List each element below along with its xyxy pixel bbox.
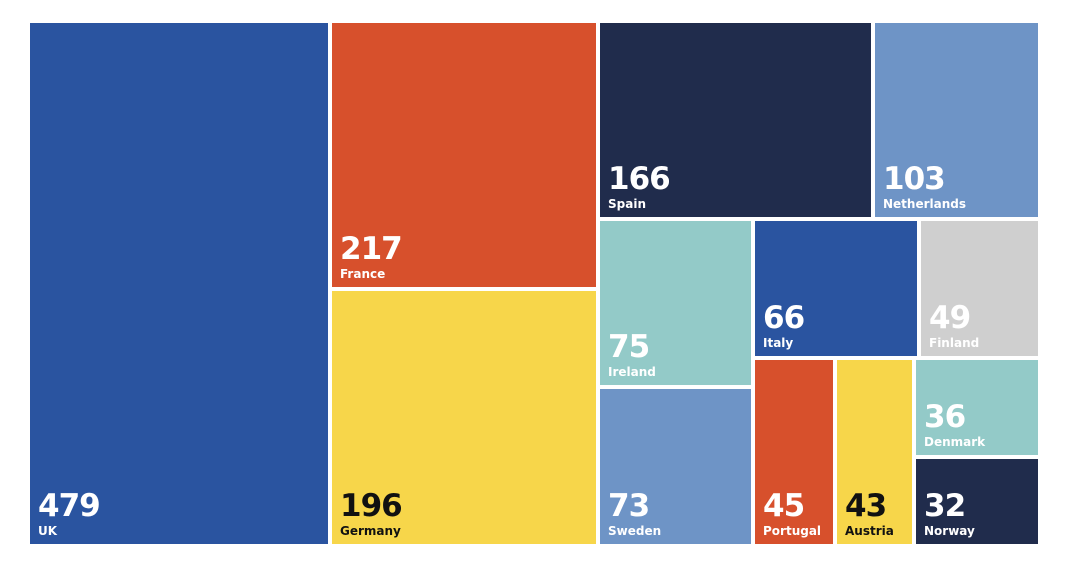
treemap-tile-france: 217 France	[332, 23, 596, 287]
tile-label-finland: Finland	[929, 336, 980, 350]
tile-label-norway: Norway	[924, 524, 975, 538]
tile-value-norway: 32	[924, 488, 966, 524]
tile-label-france: France	[340, 267, 386, 281]
tile-value-portugal: 45	[763, 488, 805, 524]
treemap-tile-finland: 49 Finland	[921, 221, 1038, 356]
treemap-tile-germany: 196 Germany	[332, 291, 596, 544]
tile-label-germany: Germany	[340, 524, 401, 538]
tile-value-austria: 43	[845, 488, 887, 524]
tile-label-netherlands: Netherlands	[883, 197, 967, 211]
tile-label-spain: Spain	[608, 197, 646, 211]
tile-value-uk: 479	[38, 488, 101, 524]
tile-value-sweden: 73	[608, 488, 650, 524]
treemap-tile-uk: 479 UK	[30, 23, 328, 544]
tile-label-italy: Italy	[763, 336, 794, 350]
tile-label-ireland: Ireland	[608, 365, 656, 379]
tile-label-portugal: Portugal	[763, 524, 822, 538]
tile-value-france: 217	[340, 231, 403, 267]
tile-value-finland: 49	[929, 300, 971, 336]
treemap-tile-portugal: 45 Portugal	[755, 360, 833, 544]
treemap-tile-denmark: 36 Denmark	[916, 360, 1038, 455]
tile-value-denmark: 36	[924, 399, 966, 435]
tile-value-ireland: 75	[608, 329, 650, 365]
treemap-tile-italy: 66 Italy	[755, 221, 917, 356]
tile-label-denmark: Denmark	[924, 435, 986, 449]
treemap-tile-netherlands: 103 Netherlands	[875, 23, 1038, 217]
tile-label-austria: Austria	[845, 524, 894, 538]
tile-label-sweden: Sweden	[608, 524, 662, 538]
tile-value-germany: 196	[340, 488, 403, 524]
treemap-tile-norway: 32 Norway	[916, 459, 1038, 544]
treemap-tile-spain: 166 Spain	[600, 23, 871, 217]
tile-value-italy: 66	[763, 300, 805, 336]
tile-value-spain: 166	[608, 161, 671, 197]
tile-value-netherlands: 103	[883, 161, 946, 197]
treemap-tile-sweden: 73 Sweden	[600, 389, 751, 544]
treemap-tile-austria: 43 Austria	[837, 360, 912, 544]
treemap-tile-ireland: 75 Ireland	[600, 221, 751, 385]
tile-label-uk: UK	[38, 524, 58, 538]
